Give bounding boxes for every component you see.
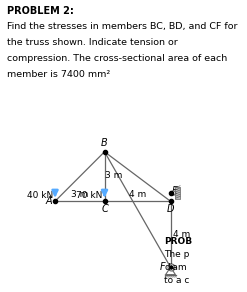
Text: D: D: [167, 204, 174, 214]
Polygon shape: [165, 267, 175, 275]
Text: F: F: [160, 262, 165, 272]
Text: 4 m: 4 m: [173, 230, 190, 239]
Text: member is 7400 mm²: member is 7400 mm²: [7, 70, 111, 79]
Text: 3 m: 3 m: [71, 190, 88, 199]
Text: 70 kN: 70 kN: [76, 191, 102, 200]
Text: PROBLEM 2:: PROBLEM 2:: [7, 6, 74, 16]
Text: PROB: PROB: [164, 237, 192, 246]
Text: compression. The cross-sectional area of each: compression. The cross-sectional area of…: [7, 54, 228, 63]
Text: 3 m: 3 m: [104, 171, 122, 180]
Text: B: B: [101, 138, 108, 148]
Text: A: A: [45, 196, 52, 206]
Text: 4 m: 4 m: [129, 190, 146, 199]
Text: to a c: to a c: [164, 276, 190, 285]
Circle shape: [171, 191, 176, 195]
Text: diam: diam: [164, 263, 187, 272]
Text: The p: The p: [164, 250, 190, 259]
Bar: [175, 187, 180, 199]
Text: the truss shown. Indicate tension or: the truss shown. Indicate tension or: [7, 38, 178, 47]
Text: C: C: [101, 204, 108, 214]
Text: E: E: [171, 186, 177, 196]
Text: Find the stresses in members BC, BD, and CF for: Find the stresses in members BC, BD, and…: [7, 22, 238, 31]
Text: 40 kN: 40 kN: [27, 191, 53, 200]
